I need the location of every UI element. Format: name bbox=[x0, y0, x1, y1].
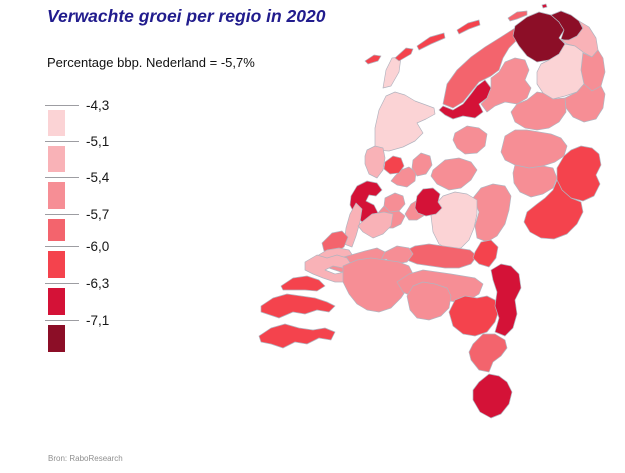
legend-swatch bbox=[48, 146, 65, 172]
region-achterhoek[interactable] bbox=[523, 179, 584, 240]
region-zuid-limburg[interactable] bbox=[472, 373, 513, 419]
legend-tick bbox=[45, 177, 79, 178]
region-alkmaar-coast[interactable] bbox=[364, 145, 386, 179]
legend-swatch bbox=[48, 325, 65, 352]
region-zaanstreek[interactable] bbox=[390, 166, 417, 188]
region-ijmond[interactable] bbox=[383, 155, 405, 175]
region-voorne-hoeksche[interactable] bbox=[304, 254, 352, 283]
legend-swatch bbox=[48, 110, 65, 136]
region-midden-brabant[interactable] bbox=[406, 281, 452, 321]
legend-swatch bbox=[48, 251, 65, 278]
page-title: Verwachte groei per regio in 2020 bbox=[47, 6, 326, 26]
region-salland[interactable] bbox=[512, 164, 558, 198]
region-texel[interactable] bbox=[382, 56, 402, 89]
legend-tick bbox=[45, 246, 79, 247]
legend-tick-label: -6,3 bbox=[86, 276, 110, 291]
region-rottum[interactable] bbox=[541, 3, 548, 9]
region-vlieland[interactable] bbox=[394, 47, 414, 62]
legend-tick bbox=[45, 214, 79, 215]
region-kop-noord-holland[interactable] bbox=[374, 91, 436, 152]
legend-tick-label: -5,7 bbox=[86, 207, 110, 222]
region-zuidwest-friesland[interactable] bbox=[438, 79, 492, 120]
region-veluwe[interactable] bbox=[472, 183, 512, 243]
region-arnhem-nijmegen[interactable] bbox=[472, 239, 499, 268]
region-waterland[interactable] bbox=[411, 152, 433, 177]
legend-tick bbox=[45, 105, 79, 106]
legend-tick bbox=[45, 141, 79, 142]
region-ameland[interactable] bbox=[456, 19, 481, 35]
legend-swatch bbox=[48, 288, 65, 315]
region-noordoostpolder[interactable] bbox=[452, 125, 488, 155]
region-betuwe[interactable] bbox=[402, 243, 478, 269]
legend-tick-label: -4,3 bbox=[86, 98, 110, 113]
source-credit: Bron: RaboResearch bbox=[48, 454, 123, 463]
region-walcheren-beveland[interactable] bbox=[258, 323, 336, 349]
region-schouwen-tholen[interactable] bbox=[260, 293, 336, 319]
legend-tick-label: -5,1 bbox=[86, 134, 110, 149]
region-oost-zuid-holland[interactable] bbox=[357, 211, 394, 239]
legend-tick-label: -5,4 bbox=[86, 170, 110, 185]
legend-tick bbox=[45, 320, 79, 321]
region-gelderse-vallei[interactable] bbox=[430, 191, 478, 251]
chart-subtitle: Percentage bbp. Nederland = -5,7% bbox=[47, 55, 255, 70]
legend: -4,3 -5,1 -5,4 -5,7 -6,0 -6,3 -7,1 bbox=[42, 0, 162, 380]
legend-swatch bbox=[48, 182, 65, 209]
map-regions bbox=[258, 3, 606, 419]
region-terschelling[interactable] bbox=[416, 32, 446, 51]
region-bollenstreek[interactable] bbox=[343, 202, 363, 248]
legend-swatch bbox=[48, 219, 65, 241]
region-noord-limburg[interactable] bbox=[490, 263, 522, 337]
netherlands-choropleth-map bbox=[258, 3, 606, 419]
region-schiermonnikoog[interactable] bbox=[507, 10, 528, 22]
region-utrecht[interactable] bbox=[414, 187, 443, 217]
region-goeree[interactable] bbox=[280, 275, 326, 292]
region-zuidwest-drenthe[interactable] bbox=[510, 91, 567, 131]
legend-tick-label: -6,0 bbox=[86, 239, 110, 254]
region-midden-limburg[interactable] bbox=[468, 333, 508, 373]
region-noord-overijssel[interactable] bbox=[500, 129, 568, 169]
legend-tick-label: -7,1 bbox=[86, 313, 110, 328]
region-zuidoost-brabant[interactable] bbox=[448, 295, 500, 337]
region-zuidoost-friesland[interactable] bbox=[480, 57, 532, 113]
legend-tick bbox=[45, 283, 79, 284]
region-flevopolder[interactable] bbox=[430, 157, 478, 191]
region-noorderhaaks[interactable] bbox=[364, 54, 382, 65]
